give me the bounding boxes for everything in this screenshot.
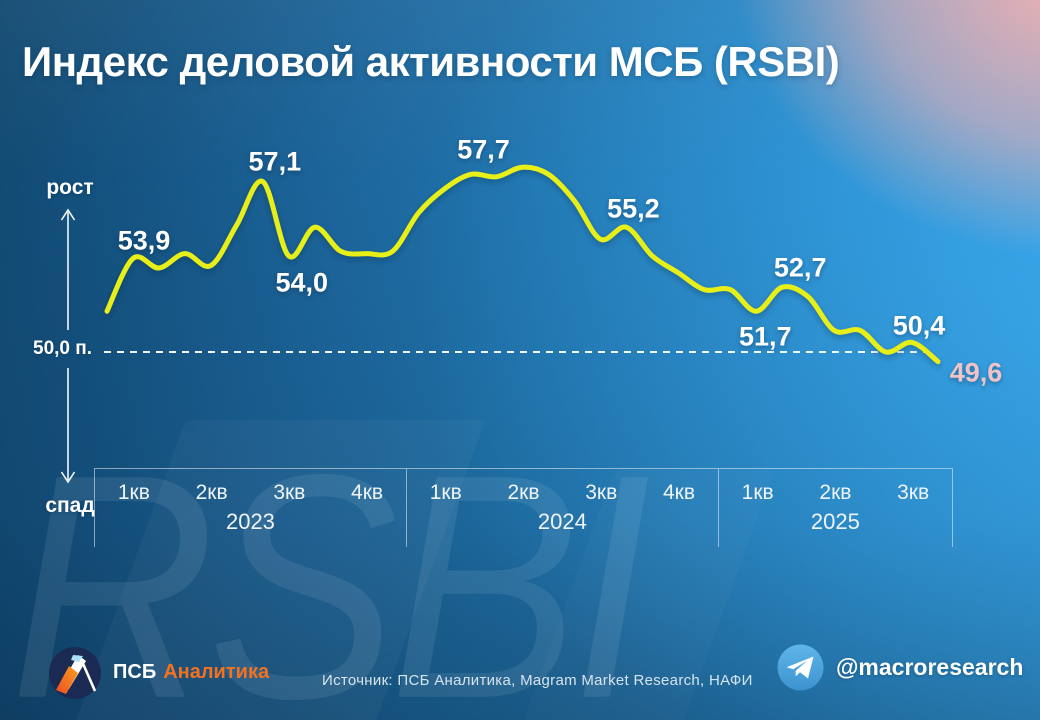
- axis-year-group-2024: 1кв 2кв 3кв 4кв 2024: [405, 469, 718, 547]
- axis-quarter-label: 2кв: [195, 481, 228, 504]
- axis-year-label: 2023: [225, 509, 275, 534]
- axis-year-group-2025: 1кв 2кв 3кв 2025: [717, 469, 953, 547]
- axis-quarter-label: 3кв: [897, 481, 930, 504]
- data-label-57-1: 57,1: [248, 146, 302, 177]
- data-label-49-6: 49,6: [949, 357, 1003, 388]
- axis-quarter-label: 4кв: [662, 481, 695, 504]
- axis-quarter-label: 1кв: [429, 481, 462, 504]
- telegram-handle[interactable]: @macroresearch: [836, 654, 1024, 680]
- axis-quarter-label: 2кв: [507, 481, 540, 504]
- decline-arrow-icon: [60, 368, 76, 484]
- data-label-57-7: 57,7: [457, 134, 510, 165]
- data-label-53-9: 53,9: [117, 225, 171, 256]
- axis-quarter-label: 1кв: [741, 481, 774, 504]
- axis-quarter-label: 1кв: [117, 481, 150, 504]
- axis-year-label: 2024: [537, 509, 587, 534]
- axis-quarter-label: 3кв: [273, 481, 306, 504]
- axis-quarter-label: 4кв: [351, 481, 384, 504]
- brand-psb: ПСБ: [113, 661, 157, 683]
- rsbi-watermark: RSBI: [10, 408, 651, 720]
- rsbi-series-line: [104, 164, 941, 365]
- decline-axis-label: спад: [45, 494, 95, 517]
- data-label-50-4: 50,4: [892, 310, 946, 341]
- psb-logo-icon: [49, 647, 101, 699]
- axis-quarter-label: 3кв: [585, 481, 618, 504]
- telegram-icon[interactable]: [777, 644, 824, 691]
- brand-analytics: Аналитика: [163, 661, 270, 683]
- growth-arrow-icon: [60, 208, 76, 330]
- axis-quarter-label: 2кв: [819, 481, 852, 504]
- baseline-value-label: 50,0 п.: [33, 338, 93, 359]
- axis-year-label: 2025: [810, 509, 860, 534]
- growth-axis-label: рост: [46, 176, 94, 199]
- data-label-55-2: 55,2: [607, 193, 660, 224]
- source-note: Источник: ПСБ Аналитика, Magram Market R…: [322, 672, 753, 689]
- axis-year-group-2023: 1кв 2кв 3кв 4кв 2023: [94, 469, 406, 547]
- page-title: Индекс деловой активности МСБ (RSBI): [22, 38, 840, 85]
- x-axis-quarters: 1кв 2кв 3кв 4кв 2023 1кв 2кв 3кв 4кв 2024 1кв 2кв 3к…: [94, 468, 953, 547]
- data-label-51-7: 51,7: [738, 321, 792, 352]
- data-label-54-0: 54,0: [275, 267, 329, 298]
- data-label-52-7: 52,7: [773, 252, 827, 283]
- brand-name: ПСБ Аналитика: [113, 661, 269, 684]
